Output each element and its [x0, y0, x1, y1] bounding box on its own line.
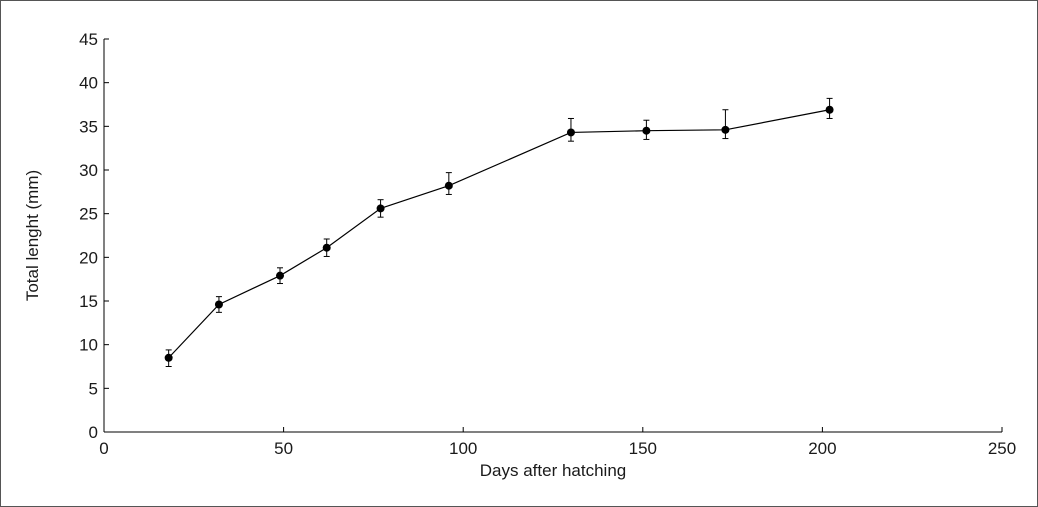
data-point: [444, 181, 453, 190]
data-point: [566, 128, 575, 137]
data-point: [214, 300, 223, 309]
x-tick-label: 150: [629, 439, 657, 458]
data-point: [164, 353, 173, 362]
plot-area: 0 5 10 15 20 25 30 35 40 45 0 50 100 150 200 250: [79, 30, 1016, 458]
y-tick-label: 45: [79, 30, 98, 49]
x-axis-title: Days after hatching: [480, 461, 626, 480]
y-tick-label: 0: [89, 423, 98, 442]
y-axis-title: Total lenght (mm): [23, 170, 42, 301]
y-tick-label: 15: [79, 292, 98, 311]
x-tick-label: 200: [808, 439, 836, 458]
data-point: [642, 126, 651, 135]
data-point: [376, 204, 385, 213]
y-tick-label: 35: [79, 117, 98, 136]
data-point: [825, 105, 834, 114]
y-tick-label: 20: [79, 248, 98, 267]
y-tick-label: 40: [79, 74, 98, 93]
data-point: [721, 125, 730, 134]
y-tick-label: 10: [79, 336, 98, 355]
y-tick-label: 25: [79, 205, 98, 224]
x-tick-label: 0: [99, 439, 108, 458]
data-point: [322, 243, 331, 252]
x-tick-label: 100: [449, 439, 477, 458]
y-tick-label: 5: [89, 379, 98, 398]
data-point: [276, 271, 285, 280]
x-tick-label: 250: [988, 439, 1016, 458]
x-tick-label: 50: [274, 439, 293, 458]
series-line: [168, 109, 830, 359]
y-tick-label: 30: [79, 161, 98, 180]
